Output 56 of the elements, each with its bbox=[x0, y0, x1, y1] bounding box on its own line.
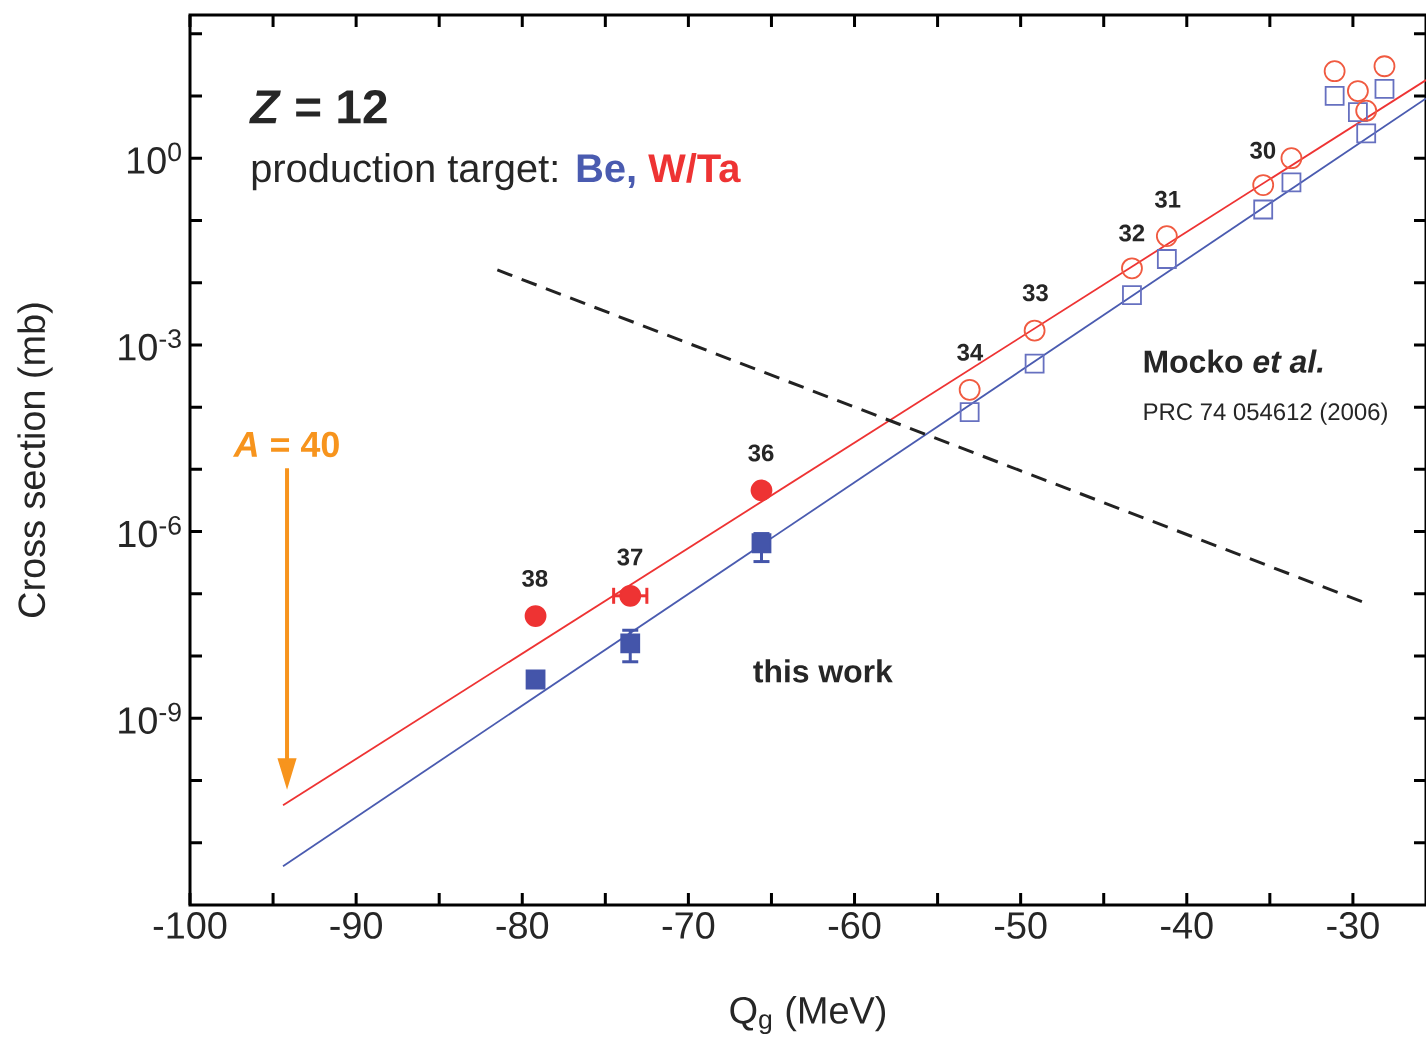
point bbox=[1373, 55, 1396, 78]
point bbox=[1356, 123, 1377, 144]
point bbox=[1374, 78, 1395, 99]
point bbox=[1023, 319, 1046, 342]
y-tick-label: 10$^{-3}$ bbox=[119, 329, 181, 361]
point bbox=[1281, 172, 1302, 193]
x-axis-title: Q$_{g}$ (MeV) bbox=[730, 995, 886, 1035]
point bbox=[1122, 285, 1142, 306]
point bbox=[1324, 86, 1345, 106]
point bbox=[1156, 249, 1177, 269]
y-axis-title: Cross section (mb) bbox=[17, 303, 53, 617]
x-tick-label: -60 bbox=[828, 912, 881, 939]
annotation: this work bbox=[753, 659, 893, 683]
point bbox=[1121, 257, 1143, 280]
text: Z = 12 bbox=[249, 89, 387, 124]
point bbox=[1252, 174, 1275, 196]
annotation: 30 bbox=[1250, 141, 1276, 159]
x-tick-label: -100 bbox=[153, 912, 227, 939]
point bbox=[958, 378, 981, 401]
annotation: 38 bbox=[522, 569, 548, 587]
x-tick-label: -70 bbox=[662, 912, 715, 939]
y-tick-label: 10$^{0}$ bbox=[127, 142, 181, 174]
annotation: 34 bbox=[957, 343, 984, 361]
point bbox=[751, 533, 772, 554]
x-tick-label: -80 bbox=[496, 912, 549, 939]
x-tick-label: -40 bbox=[1161, 912, 1213, 939]
text: W/Ta bbox=[648, 153, 741, 183]
point bbox=[619, 584, 642, 607]
point bbox=[1348, 102, 1368, 123]
point bbox=[1355, 99, 1378, 122]
annotation: , bbox=[628, 176, 635, 189]
point bbox=[750, 479, 773, 502]
annotation: A = 40 bbox=[232, 431, 339, 458]
annotation: 36 bbox=[748, 444, 774, 462]
annotation: 37 bbox=[617, 548, 643, 566]
y-tick-label: 10$^{-6}$ bbox=[119, 515, 181, 548]
point bbox=[525, 669, 546, 690]
annotation: 33 bbox=[1022, 284, 1048, 302]
text: Be bbox=[577, 154, 625, 183]
point bbox=[1280, 147, 1303, 170]
point bbox=[1253, 199, 1274, 220]
annotation: 31 bbox=[1154, 190, 1181, 208]
point bbox=[1155, 225, 1178, 248]
x-tick-label: -50 bbox=[994, 912, 1047, 939]
point bbox=[1024, 353, 1045, 374]
point bbox=[1323, 60, 1346, 83]
annotation: Mocko et al. bbox=[1144, 349, 1323, 373]
point bbox=[959, 402, 980, 423]
legend-title: production target: bbox=[252, 153, 557, 191]
point bbox=[524, 605, 547, 627]
annotation: 32 bbox=[1119, 224, 1145, 242]
x-tick-label: -90 bbox=[330, 912, 382, 939]
point bbox=[1347, 80, 1369, 102]
y-tick-label: 10$^{-9}$ bbox=[119, 702, 181, 734]
x-tick-label: -30 bbox=[1327, 912, 1379, 939]
annotation: PRC 74 054612 (2006) bbox=[1144, 402, 1387, 425]
